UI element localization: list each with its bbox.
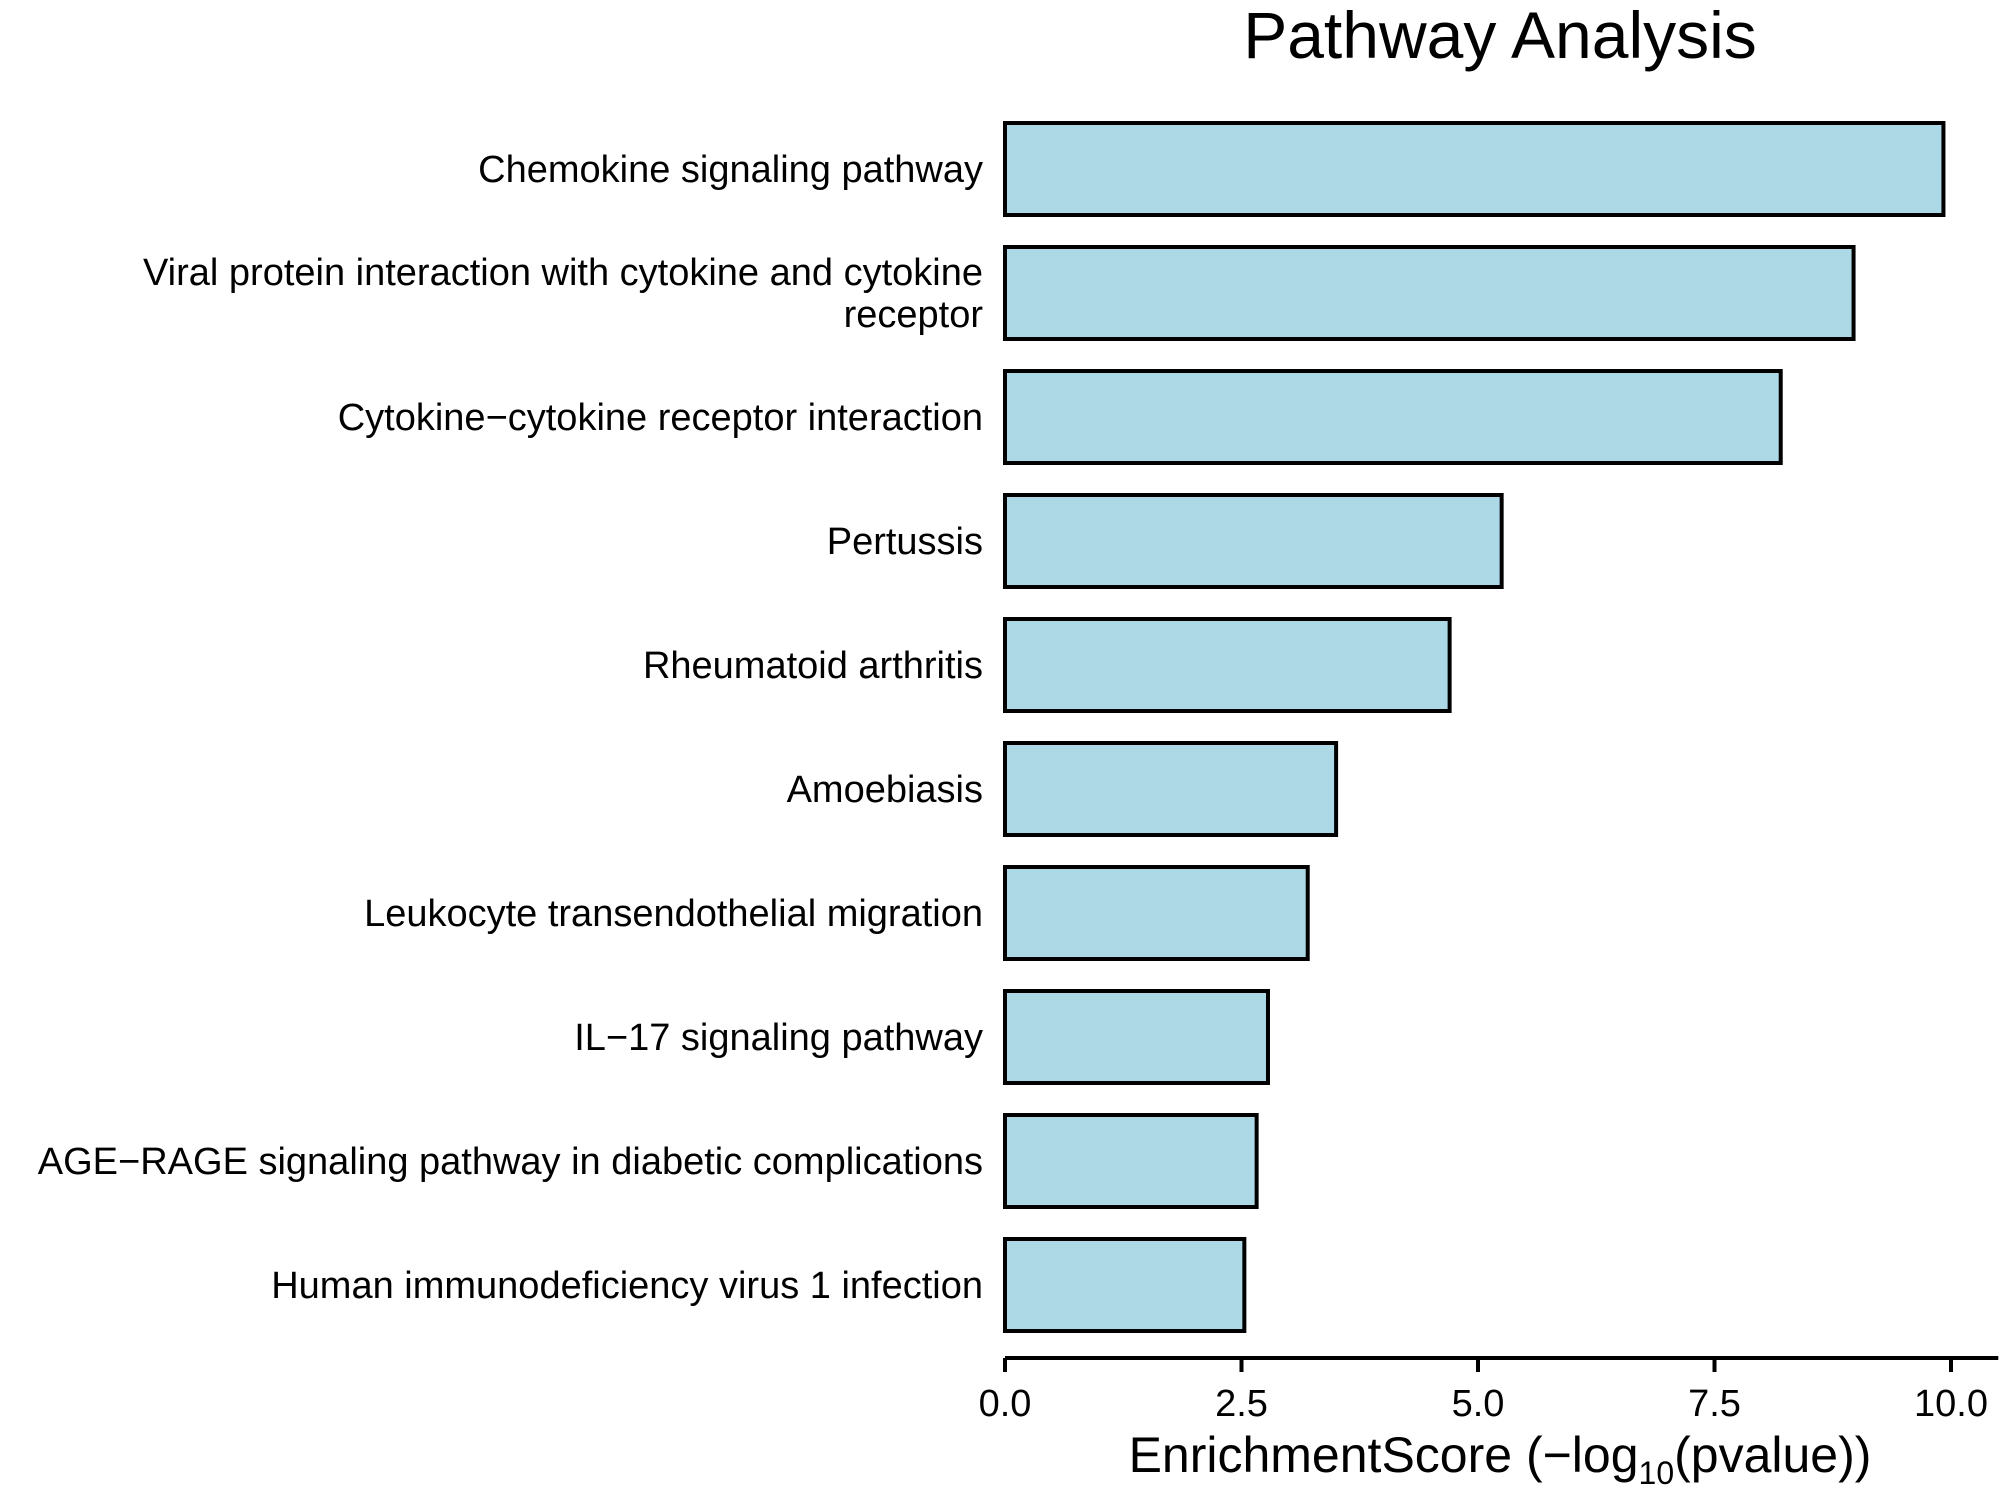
category-label-7: IL−17 signaling pathway <box>574 1017 983 1059</box>
x-axis: 0.0 2.5 5.0 7.5 10.0 <box>979 1356 1999 1425</box>
x-tick-label-2: 5.0 <box>1452 1383 1505 1425</box>
x-axis-label-suffix: (pvalue)) <box>1674 1427 1871 1483</box>
x-tick-label-3: 7.5 <box>1688 1383 1741 1425</box>
bar-8 <box>1003 1113 1259 1209</box>
bar-6 <box>1003 865 1310 961</box>
bar-7 <box>1003 989 1270 1085</box>
x-tick-label-0: 0.0 <box>979 1383 1032 1425</box>
category-label-9: Human immunodeficiency virus 1 infection <box>271 1265 983 1307</box>
bar-0 <box>1003 121 1946 217</box>
bar-3 <box>1003 493 1504 589</box>
category-label-1-line-0: Viral protein interaction with cytokine … <box>143 252 983 294</box>
category-label-1-line-1: receptor <box>844 294 984 336</box>
chart-title: Pathway Analysis <box>1243 0 1757 72</box>
category-label-3: Pertussis <box>827 521 983 563</box>
bar-5 <box>1003 741 1339 837</box>
category-label-6: Leukocyte transendothelial migration <box>364 893 983 935</box>
x-axis-label-subscript: 10 <box>1639 1455 1675 1491</box>
bars-group <box>1003 121 1946 1333</box>
bar-9 <box>1003 1237 1247 1333</box>
x-tick-label-1: 2.5 <box>1215 1383 1268 1425</box>
bar-2 <box>1003 369 1783 465</box>
bar-4 <box>1003 617 1452 713</box>
category-label-5: Amoebiasis <box>787 769 983 811</box>
category-label-0: Chemokine signaling pathway <box>478 149 983 191</box>
category-label-4: Rheumatoid arthritis <box>643 645 983 687</box>
x-axis-label: EnrichmentScore (−log10(pvalue)) <box>1129 1427 1872 1491</box>
x-axis-label-prefix: EnrichmentScore (−log <box>1129 1427 1639 1483</box>
category-label-2: Cytokine−cytokine receptor interaction <box>338 397 983 439</box>
category-label-8: AGE−RAGE signaling pathway in diabetic c… <box>38 1141 983 1183</box>
bar-1 <box>1003 245 1856 341</box>
category-labels: Chemokine signaling pathway Viral protein… <box>38 149 984 1307</box>
x-tick-label-4: 10.0 <box>1914 1383 1988 1425</box>
